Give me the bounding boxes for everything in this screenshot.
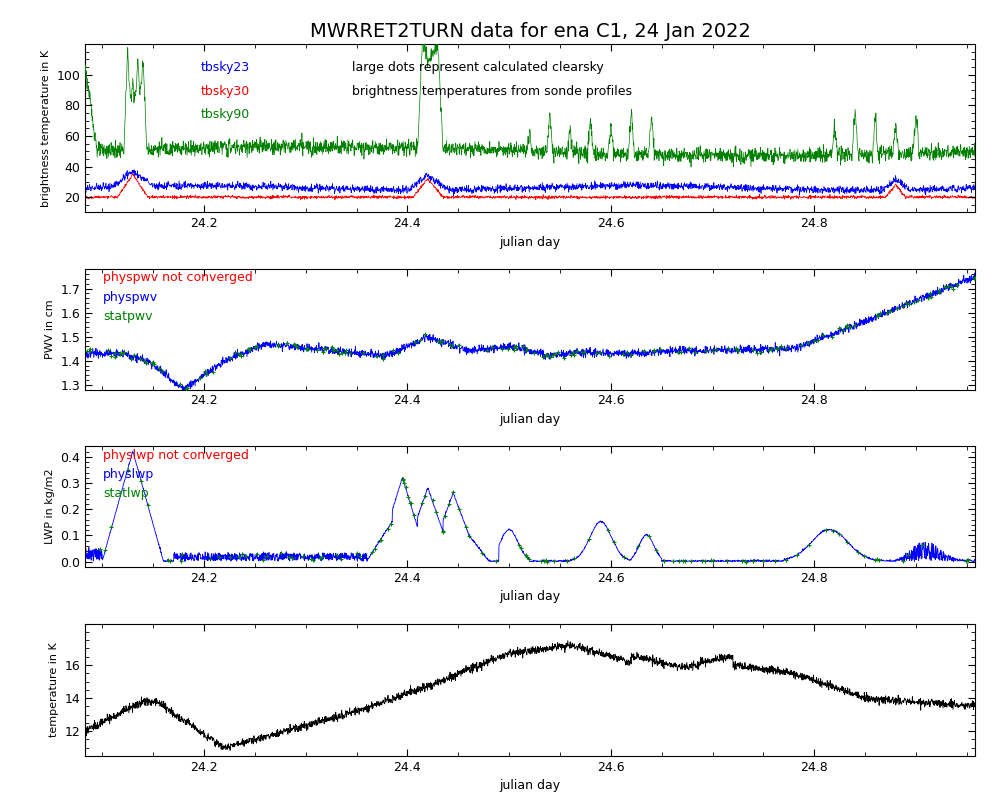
Text: tbsky90: tbsky90 [201,108,250,121]
Text: physpwv not converged: physpwv not converged [103,271,253,284]
Text: statpwv: statpwv [103,310,152,323]
Y-axis label: LWP in kg/m2: LWP in kg/m2 [45,469,55,545]
Y-axis label: PWV in cm: PWV in cm [45,300,55,359]
Text: brightness temperatures from sonde profiles: brightness temperatures from sonde profi… [352,85,632,98]
Text: tbsky23: tbsky23 [201,61,250,74]
Text: physlwp: physlwp [103,468,154,481]
Text: statlwp: statlwp [103,487,148,500]
X-axis label: julian day: julian day [499,413,561,426]
Text: large dots represent calculated clearsky: large dots represent calculated clearsky [352,61,604,74]
Y-axis label: brightness temperature in K: brightness temperature in K [41,50,51,206]
X-axis label: julian day: julian day [499,236,561,249]
Text: tbsky30: tbsky30 [201,85,250,98]
Y-axis label: temperature in K: temperature in K [49,642,59,737]
Title: MWRRET2TURN data for ena C1, 24 Jan 2022: MWRRET2TURN data for ena C1, 24 Jan 2022 [310,22,750,41]
Text: physlwp not converged: physlwp not converged [103,449,249,462]
X-axis label: julian day: julian day [499,779,561,793]
Text: physpwv: physpwv [103,290,158,303]
X-axis label: julian day: julian day [499,590,561,603]
